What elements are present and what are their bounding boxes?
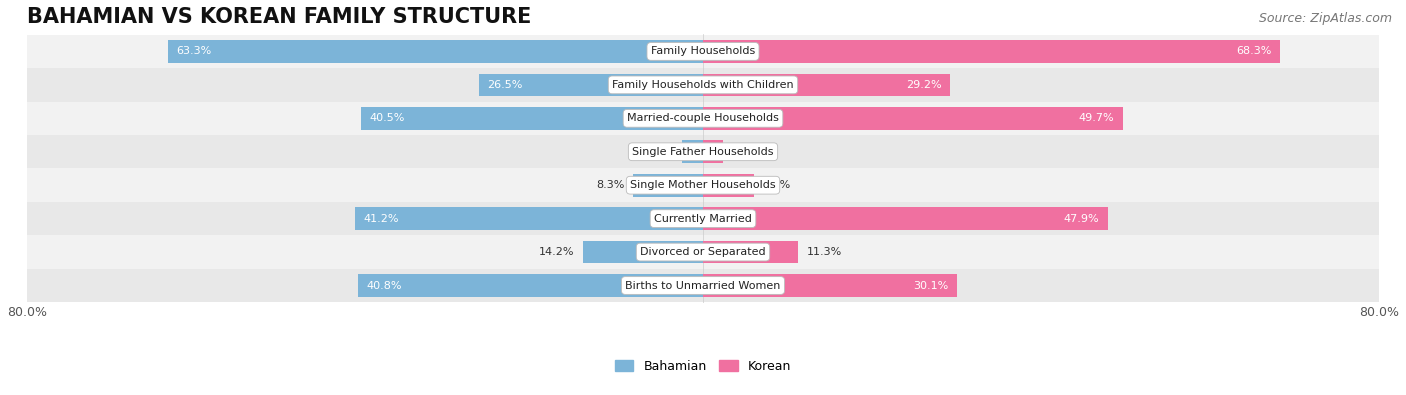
Text: Married-couple Households: Married-couple Households [627,113,779,123]
Text: 40.8%: 40.8% [367,280,402,290]
Text: Family Households: Family Households [651,47,755,56]
Legend: Bahamian, Korean: Bahamian, Korean [610,355,796,378]
Text: Source: ZipAtlas.com: Source: ZipAtlas.com [1258,12,1392,25]
Bar [703,73,950,96]
Text: Divorced or Separated: Divorced or Separated [640,247,766,257]
Bar [27,269,1379,302]
Text: 40.5%: 40.5% [370,113,405,123]
Bar [682,140,703,163]
Text: 49.7%: 49.7% [1078,113,1115,123]
Bar [479,73,703,96]
Bar [27,102,1379,135]
Bar [27,135,1379,169]
Text: 6.0%: 6.0% [762,180,790,190]
Text: Currently Married: Currently Married [654,214,752,224]
Text: 30.1%: 30.1% [914,280,949,290]
Text: Family Households with Children: Family Households with Children [612,80,794,90]
Text: Births to Unmarried Women: Births to Unmarried Women [626,280,780,290]
Bar [359,274,703,297]
Bar [27,68,1379,102]
Text: Single Mother Households: Single Mother Households [630,180,776,190]
Text: 29.2%: 29.2% [905,80,941,90]
Bar [703,274,957,297]
Bar [703,241,799,263]
Bar [361,107,703,130]
Bar [27,202,1379,235]
Bar [703,174,754,197]
Text: 11.3%: 11.3% [807,247,842,257]
Text: 26.5%: 26.5% [488,80,523,90]
Bar [27,169,1379,202]
Bar [27,235,1379,269]
Text: 63.3%: 63.3% [177,47,212,56]
Bar [703,207,1108,230]
Text: 68.3%: 68.3% [1236,47,1272,56]
Bar [583,241,703,263]
Text: 14.2%: 14.2% [538,247,575,257]
Text: 2.5%: 2.5% [645,147,673,157]
Bar [27,35,1379,68]
Text: 2.4%: 2.4% [731,147,761,157]
Bar [703,40,1281,63]
Bar [703,107,1123,130]
Bar [169,40,703,63]
Text: BAHAMIAN VS KOREAN FAMILY STRUCTURE: BAHAMIAN VS KOREAN FAMILY STRUCTURE [27,7,531,27]
Text: Single Father Households: Single Father Households [633,147,773,157]
Bar [354,207,703,230]
Text: 41.2%: 41.2% [363,214,399,224]
Bar [703,140,723,163]
Bar [633,174,703,197]
Text: 47.9%: 47.9% [1064,214,1099,224]
Text: 8.3%: 8.3% [596,180,624,190]
